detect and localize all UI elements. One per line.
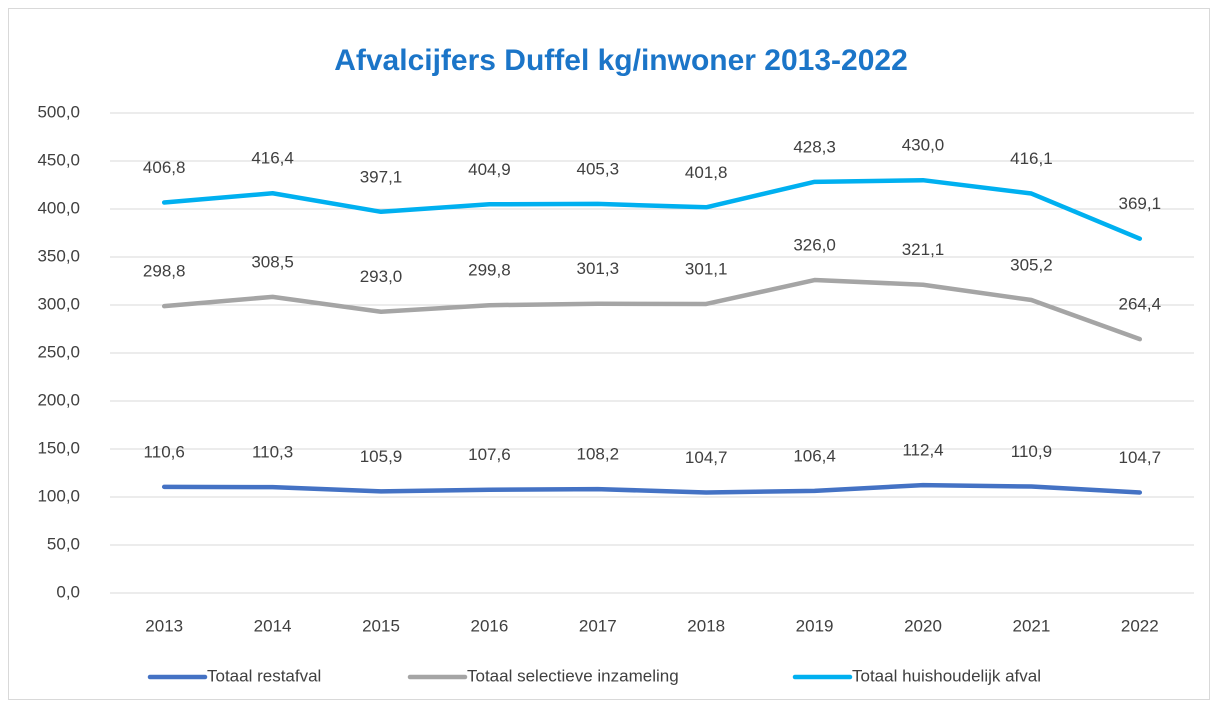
- data-label: 308,5: [251, 252, 294, 271]
- x-tick-label: 2018: [687, 616, 725, 635]
- data-label: 110,3: [252, 443, 293, 462]
- x-tick-label: 2013: [145, 616, 183, 635]
- data-label: 401,8: [685, 163, 728, 182]
- series-line: [161, 482, 1143, 495]
- chart-title: Afvalcijfers Duffel kg/inwoner 2013-2022: [334, 44, 908, 77]
- data-label: 110,6: [144, 442, 185, 461]
- series-line: [161, 177, 1143, 241]
- data-label: 405,3: [577, 159, 620, 178]
- data-label: 397,1: [360, 167, 403, 186]
- data-label: 106,4: [793, 446, 836, 465]
- y-tick-label: 350,0: [37, 246, 80, 265]
- legend-label: Totaal huishoudelijk afval: [852, 666, 1041, 685]
- y-tick-label: 150,0: [37, 438, 80, 457]
- data-label: 326,0: [793, 236, 836, 255]
- data-label: 104,7: [1119, 448, 1162, 467]
- data-label: 369,1: [1119, 194, 1162, 213]
- data-label: 404,9: [468, 160, 511, 179]
- x-tick-label: 2015: [362, 616, 400, 635]
- data-label: 430,0: [902, 136, 945, 155]
- data-label: 293,0: [360, 267, 403, 286]
- y-tick-label: 250,0: [37, 342, 80, 361]
- y-tick-label: 0,0: [56, 582, 80, 601]
- data-label: 301,3: [577, 259, 620, 278]
- x-tick-label: 2016: [470, 616, 508, 635]
- data-label: 298,8: [143, 262, 186, 281]
- y-tick-label: 450,0: [37, 150, 80, 169]
- data-label: 110,9: [1011, 442, 1052, 461]
- data-label: 416,1: [1010, 149, 1053, 168]
- x-tick-label: 2019: [796, 616, 834, 635]
- data-label: 406,8: [143, 158, 186, 177]
- x-tick-label: 2014: [254, 616, 292, 635]
- data-label: 105,9: [360, 447, 403, 466]
- y-tick-label: 50,0: [47, 534, 80, 553]
- chart-border: [8, 8, 1210, 700]
- x-tick-label: 2017: [579, 616, 617, 635]
- y-tick-label: 200,0: [37, 390, 80, 409]
- data-label: 321,1: [902, 240, 945, 259]
- y-tick-label: 500,0: [37, 102, 80, 121]
- data-label: 416,4: [251, 149, 294, 168]
- legend-label: Totaal selectieve inzameling: [467, 666, 679, 685]
- data-label: 108,2: [577, 445, 620, 464]
- x-tick-label: 2021: [1012, 616, 1050, 635]
- y-tick-label: 300,0: [37, 294, 80, 313]
- y-tick-label: 400,0: [37, 198, 80, 217]
- data-label: 428,3: [793, 137, 836, 156]
- x-tick-label: 2022: [1121, 616, 1159, 635]
- x-tick-label: 2020: [904, 616, 942, 635]
- y-tick-label: 100,0: [37, 486, 80, 505]
- data-label: 104,7: [685, 448, 728, 467]
- data-label: 264,4: [1119, 295, 1162, 314]
- data-label: 305,2: [1010, 255, 1053, 274]
- data-label: 107,6: [468, 445, 511, 464]
- legend-label: Totaal restafval: [207, 666, 321, 685]
- data-label: 112,4: [902, 441, 943, 460]
- series-line: [161, 277, 1143, 342]
- data-label: 301,1: [685, 259, 728, 278]
- data-label: 299,8: [468, 261, 511, 280]
